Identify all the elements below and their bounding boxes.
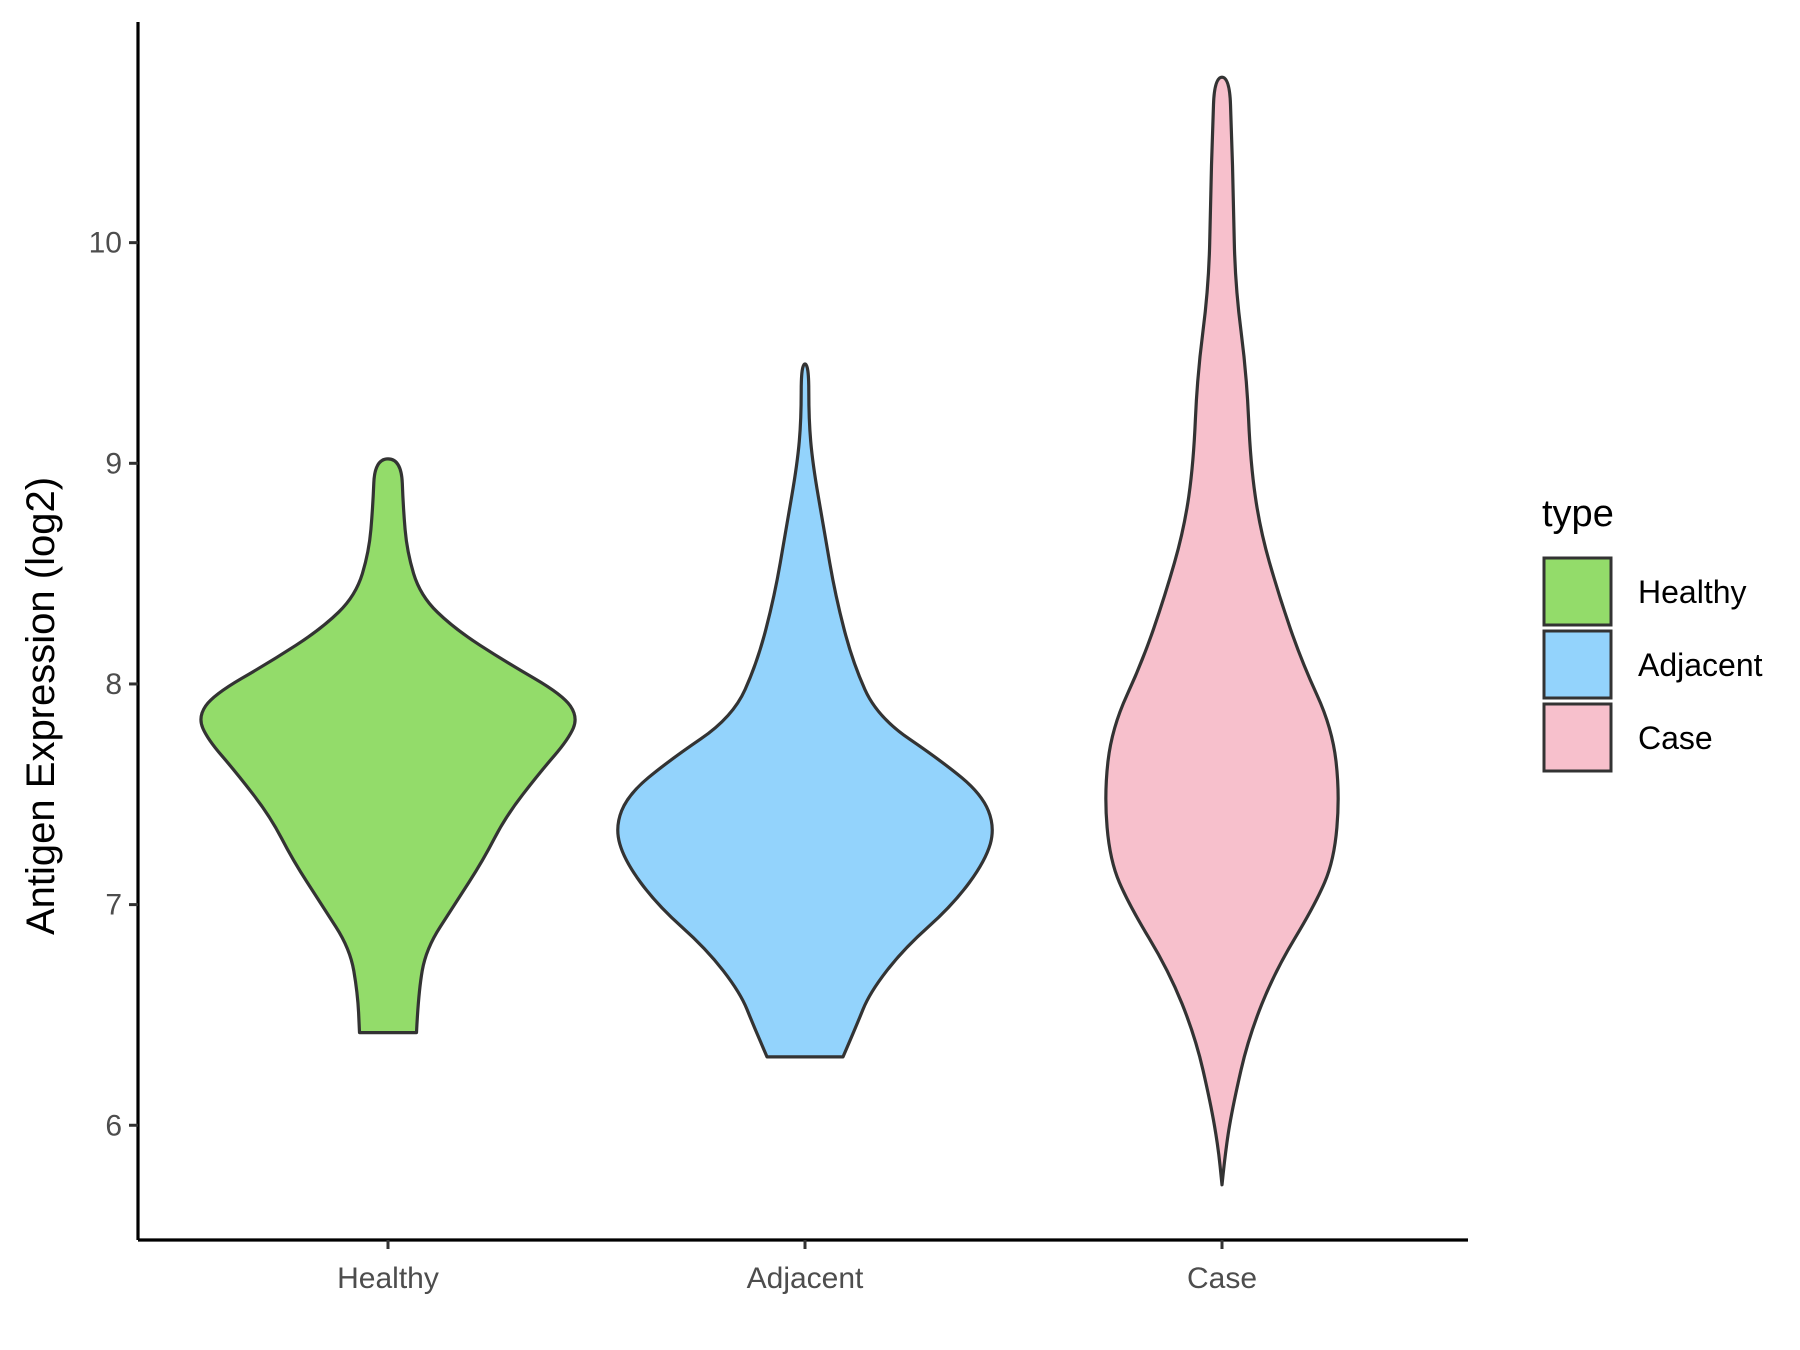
violin-adjacent xyxy=(616,362,994,1059)
axes-layer xyxy=(136,22,1468,1242)
y-tick-label: 7 xyxy=(105,889,122,922)
violin-healthy xyxy=(199,457,577,1035)
legend-title: type xyxy=(1542,493,1614,535)
y-axis-title: Antigen Expression (log2) xyxy=(19,477,63,935)
legend-key-case xyxy=(1542,702,1613,773)
legend-label-adjacent: Adjacent xyxy=(1638,647,1763,683)
y-tick-label: 8 xyxy=(105,668,122,701)
violin-case xyxy=(1104,75,1340,1187)
x-tick-label: Adjacent xyxy=(747,1262,864,1295)
x-tick-label: Case xyxy=(1187,1262,1257,1295)
y-axis-ticks: 6 7 8 9 10 xyxy=(89,227,138,1142)
y-tick-label: 10 xyxy=(89,227,122,260)
legend-label-case: Case xyxy=(1638,720,1713,756)
legend-key-healthy xyxy=(1542,556,1613,627)
x-axis-ticks: Healthy Adjacent Case xyxy=(337,1240,1257,1295)
legend-label-healthy: Healthy xyxy=(1638,574,1747,610)
violins-layer xyxy=(199,75,1340,1187)
x-tick-label: Healthy xyxy=(337,1262,439,1295)
y-tick-label: 9 xyxy=(105,447,122,480)
legend-key-adjacent xyxy=(1542,629,1613,700)
legend: type Healthy Adjacent Case xyxy=(1542,493,1763,773)
y-tick-label: 6 xyxy=(105,1109,122,1142)
